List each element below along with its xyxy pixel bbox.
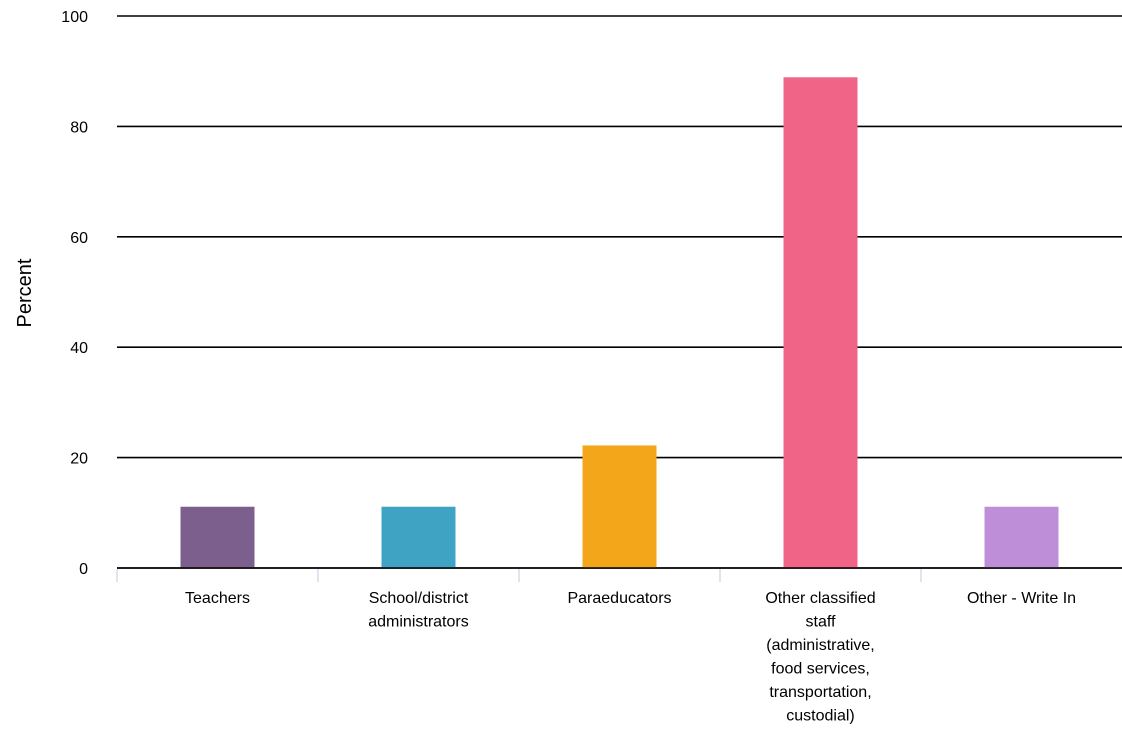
x-category-label: Other - Write In	[967, 590, 1076, 607]
x-axis-labels: Teachers School/district administrators Par…	[185, 590, 1076, 725]
bar-2	[582, 445, 657, 568]
x-category-label: School/district administrators	[368, 590, 469, 631]
y-tick-label: 100	[61, 9, 88, 26]
bar-1	[381, 506, 456, 568]
bar-4	[984, 506, 1059, 568]
x-category-label: Paraeducators	[567, 590, 671, 607]
bar-3	[783, 77, 858, 568]
y-tick-label: 0	[79, 561, 88, 578]
y-tick-label: 40	[70, 340, 88, 357]
x-category-label: Teachers	[185, 590, 250, 607]
y-tick-label: 20	[70, 451, 88, 468]
y-tick-label: 80	[70, 119, 88, 136]
bar-0	[180, 506, 255, 568]
category-separators	[116, 567, 1122, 582]
y-axis-label: Percent	[14, 258, 36, 327]
x-category-label: Other classified staff (administrative, foo…	[765, 590, 875, 725]
bars	[180, 77, 1059, 568]
y-tick-label: 60	[70, 230, 88, 247]
y-axis-ticks: 0 20 40 60 80 100	[61, 9, 88, 578]
